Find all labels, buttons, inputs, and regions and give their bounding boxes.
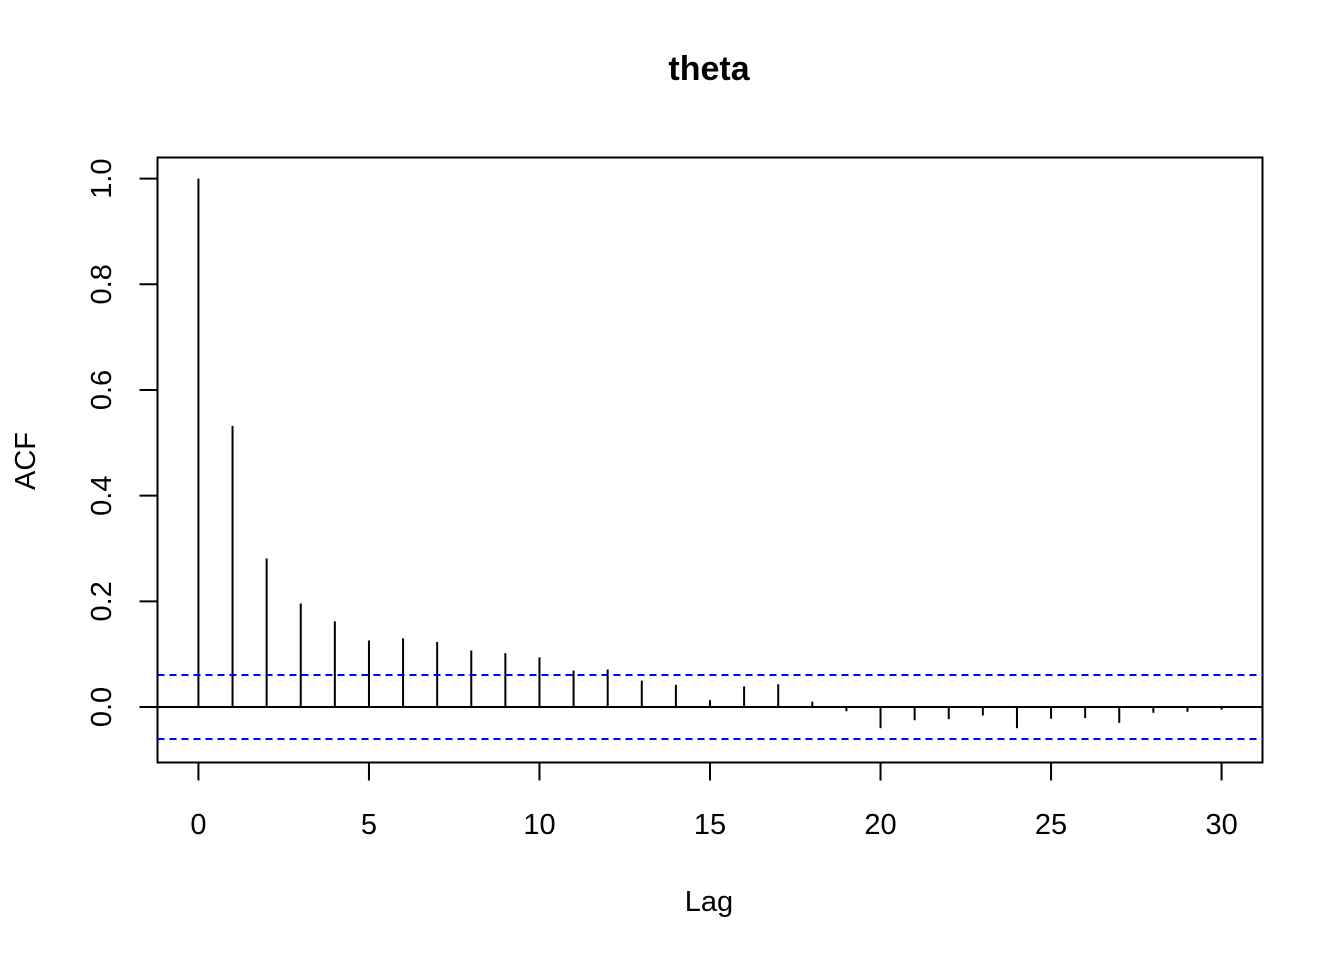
y-tick-label-0.8: 0.8 bbox=[86, 264, 118, 304]
x-axis: 0 5 10 15 20 25 30 bbox=[190, 761, 1238, 841]
x-tick-label-0: 0 bbox=[190, 809, 206, 841]
x-axis-label: Lag bbox=[685, 886, 733, 918]
x-tick-label-15: 15 bbox=[694, 809, 726, 841]
x-tick-label-10: 10 bbox=[523, 809, 555, 841]
x-tick-label-25: 25 bbox=[1035, 809, 1067, 841]
bars-layer bbox=[157, 178, 1263, 729]
x-tick-label-30: 30 bbox=[1205, 809, 1237, 841]
plot-frame bbox=[156, 156, 1264, 764]
y-axis: 0.0 0.2 0.4 0.6 0.8 1.0 bbox=[86, 158, 159, 727]
y-tick-label-0.4: 0.4 bbox=[86, 476, 118, 516]
x-tick-label-20: 20 bbox=[864, 809, 896, 841]
y-tick-label-0.2: 0.2 bbox=[86, 581, 118, 621]
x-tick-label-5: 5 bbox=[361, 809, 377, 841]
y-tick-label-0.6: 0.6 bbox=[86, 370, 118, 410]
chart-title: theta bbox=[668, 50, 750, 88]
y-tick-label-0.0: 0.0 bbox=[86, 687, 118, 727]
y-axis-label: ACF bbox=[10, 432, 42, 490]
y-tick-label-1.0: 1.0 bbox=[86, 158, 118, 198]
confidence-bands bbox=[157, 674, 1263, 740]
